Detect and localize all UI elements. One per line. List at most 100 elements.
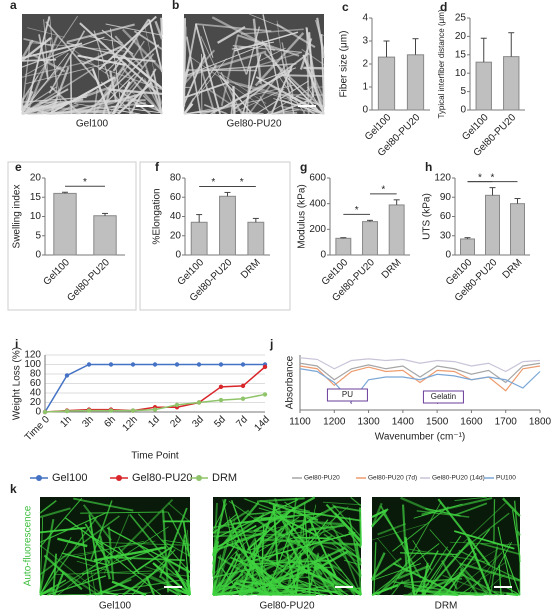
fiber xyxy=(201,103,237,115)
bar xyxy=(485,194,500,256)
fiber xyxy=(48,30,86,94)
fiber xyxy=(61,552,108,566)
fiber xyxy=(334,512,362,542)
bar xyxy=(460,238,475,256)
fiber xyxy=(226,543,285,568)
spectrum-line xyxy=(299,357,541,373)
fiber xyxy=(486,544,498,596)
y-tick-label: 200 xyxy=(309,224,326,235)
fiber xyxy=(200,35,236,112)
x-tick-label: DRM xyxy=(501,257,525,281)
x-tick-label: 1400 xyxy=(392,417,415,428)
fiber xyxy=(167,511,191,556)
x-tick-label: 1d xyxy=(146,414,162,430)
annotation-box xyxy=(422,390,464,404)
fiber xyxy=(212,538,240,581)
legend-marker xyxy=(36,475,42,481)
series-point xyxy=(218,384,224,390)
fiber xyxy=(131,549,176,596)
significance-label: * xyxy=(240,177,244,188)
series-point xyxy=(108,408,114,413)
fiber xyxy=(270,64,293,115)
y-tick-label: 80 xyxy=(170,173,182,184)
fiber xyxy=(80,528,91,596)
fiber xyxy=(90,500,113,561)
fiber xyxy=(100,541,191,546)
y-axis-label: Swelling index xyxy=(12,185,23,249)
y-tick-label: 120 xyxy=(24,350,41,361)
fiber xyxy=(49,38,61,102)
annotation-label: Gelatin xyxy=(431,392,456,401)
series-point xyxy=(130,362,136,367)
fiber xyxy=(39,499,57,514)
bar xyxy=(388,204,405,256)
fiber xyxy=(215,584,311,596)
legend-label: Gel80-PU20 (14d) xyxy=(432,475,485,482)
fiber xyxy=(183,49,216,85)
fiber xyxy=(373,542,377,596)
fiber xyxy=(183,97,195,115)
fiber xyxy=(419,585,427,596)
fiber xyxy=(93,546,167,562)
fiber xyxy=(111,81,131,115)
x-tick-label: 1700 xyxy=(495,417,518,428)
fiber xyxy=(336,536,362,596)
bar xyxy=(53,192,77,256)
fiber xyxy=(57,94,137,115)
fiber xyxy=(98,573,137,596)
fiber xyxy=(425,507,461,517)
y-tick-label: 30 xyxy=(440,230,452,241)
y-tick-label: 20 xyxy=(170,230,182,241)
y-tick-label: 15 xyxy=(30,192,42,203)
x-tick-label: 2d xyxy=(168,414,184,430)
fiber xyxy=(183,110,211,115)
fiber xyxy=(329,523,362,573)
fiber xyxy=(184,50,267,78)
image-label: Gel100 xyxy=(76,119,109,130)
fiber xyxy=(66,23,135,44)
fiber xyxy=(162,540,191,557)
fiber xyxy=(259,500,310,512)
fiber xyxy=(241,111,264,116)
fiber xyxy=(113,498,174,560)
x-axis-label: Wavenumber (cm⁻¹) xyxy=(375,432,465,443)
fiber xyxy=(467,538,493,596)
fiber xyxy=(492,541,512,577)
fiber xyxy=(371,523,426,541)
fiber xyxy=(46,562,99,596)
fiber xyxy=(212,529,267,534)
fiber xyxy=(307,86,325,115)
fiber xyxy=(168,502,191,523)
fiber xyxy=(112,18,150,72)
x-tick-label: DRM xyxy=(239,257,263,281)
fiber xyxy=(203,104,228,115)
fiber xyxy=(333,505,362,512)
panel-letter: k xyxy=(10,482,17,496)
fiber xyxy=(313,563,362,595)
series-point xyxy=(240,396,246,401)
series-point xyxy=(218,362,224,367)
fiber xyxy=(183,26,187,104)
significance-label: * xyxy=(83,177,87,188)
fiber xyxy=(421,548,499,596)
fiber xyxy=(36,86,110,115)
fiber xyxy=(25,16,51,109)
fiber xyxy=(436,528,491,596)
x-tick-label: 14d xyxy=(252,414,272,434)
fiber xyxy=(237,34,300,57)
x-tick-label: Gel100 xyxy=(41,257,72,288)
series-point xyxy=(130,408,136,413)
x-tick-label: Gel80-PU20 xyxy=(65,257,112,304)
series-line xyxy=(44,363,265,413)
fiber xyxy=(212,533,285,538)
fiber xyxy=(218,569,257,596)
fiber xyxy=(66,42,125,58)
fiber xyxy=(336,547,362,579)
x-tick-label: 1200 xyxy=(323,417,346,428)
series-point xyxy=(240,383,246,389)
fiber xyxy=(512,509,521,558)
y-axis-label: Modulus (kPa) xyxy=(297,184,308,248)
fiber xyxy=(234,558,289,590)
fiber xyxy=(230,499,266,592)
